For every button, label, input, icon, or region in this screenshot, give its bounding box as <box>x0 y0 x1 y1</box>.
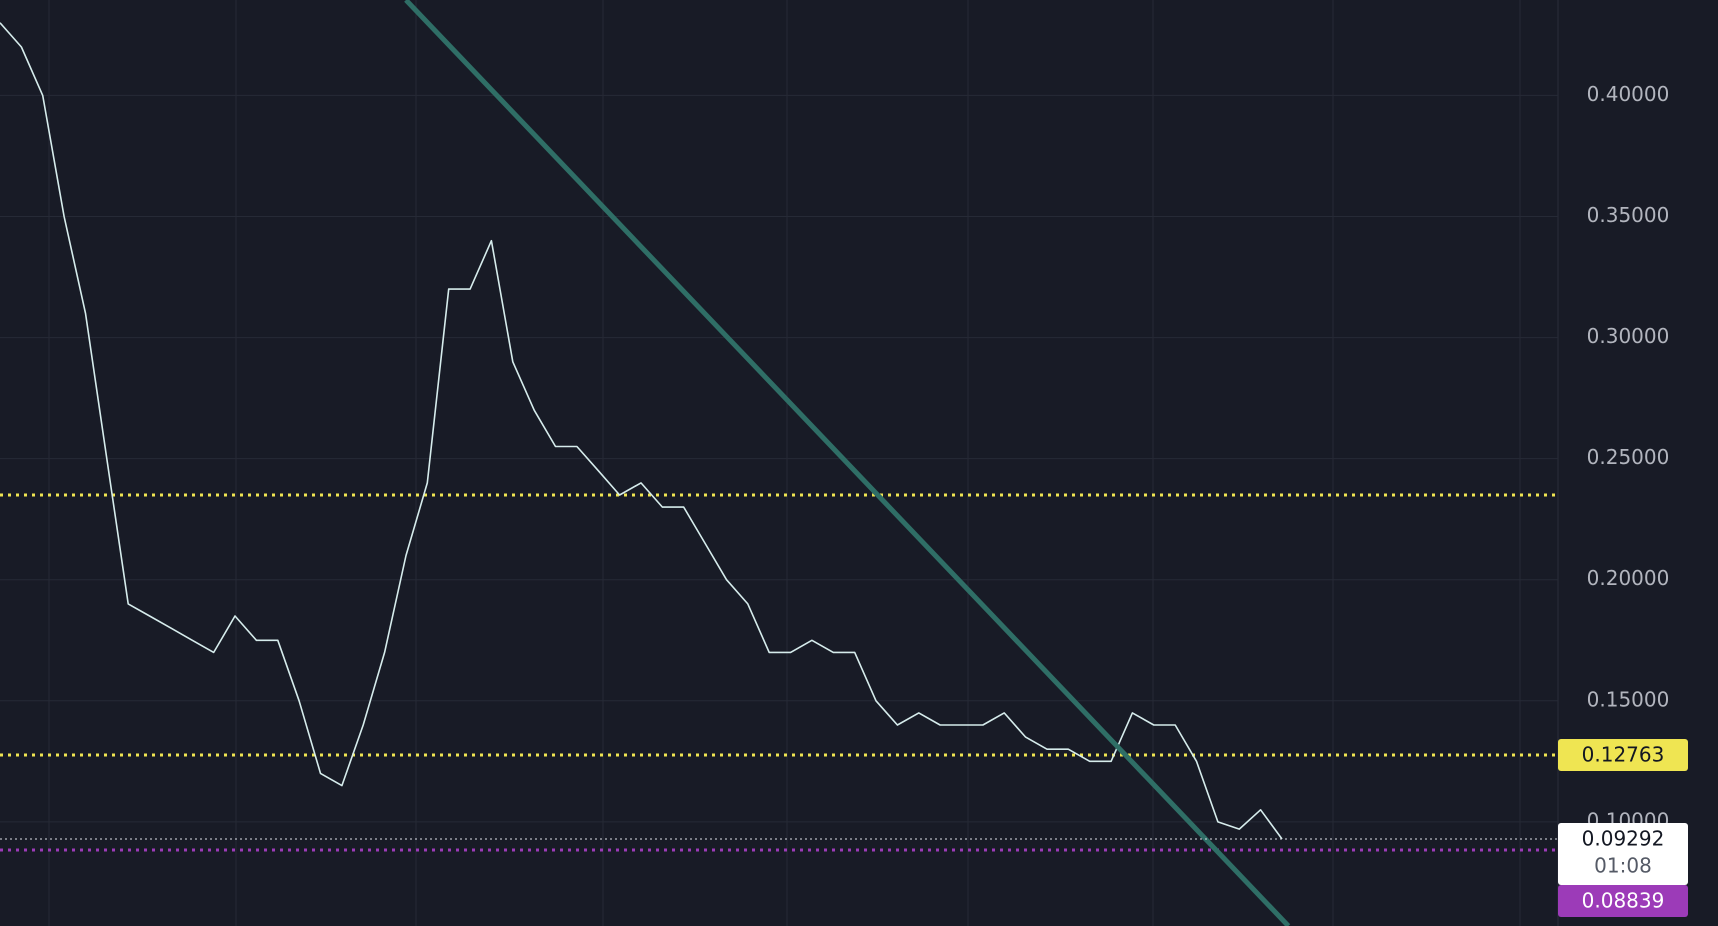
y-tick-label: 0.25000 <box>1587 445 1670 469</box>
y-tick-label: 0.20000 <box>1587 566 1670 590</box>
price-label: 0.12763 <box>1582 742 1665 766</box>
last-price-label: 0.09292 <box>1582 827 1665 851</box>
price-label-box <box>1558 738 1688 771</box>
last-price-box <box>1558 823 1688 886</box>
time-grid <box>48 0 1521 926</box>
price-label-box <box>1558 885 1688 918</box>
y-tick-label: 0.15000 <box>1587 687 1670 711</box>
countdown-label: 01:08 <box>1594 854 1652 878</box>
trendline <box>404 0 1291 926</box>
y-tick-label: 0.35000 <box>1587 203 1670 227</box>
price-label: 0.08839 <box>1582 889 1665 913</box>
y-tick-label: 0.40000 <box>1587 82 1670 106</box>
price-line <box>0 22 1283 840</box>
y-tick-label: 0.30000 <box>1587 324 1670 348</box>
